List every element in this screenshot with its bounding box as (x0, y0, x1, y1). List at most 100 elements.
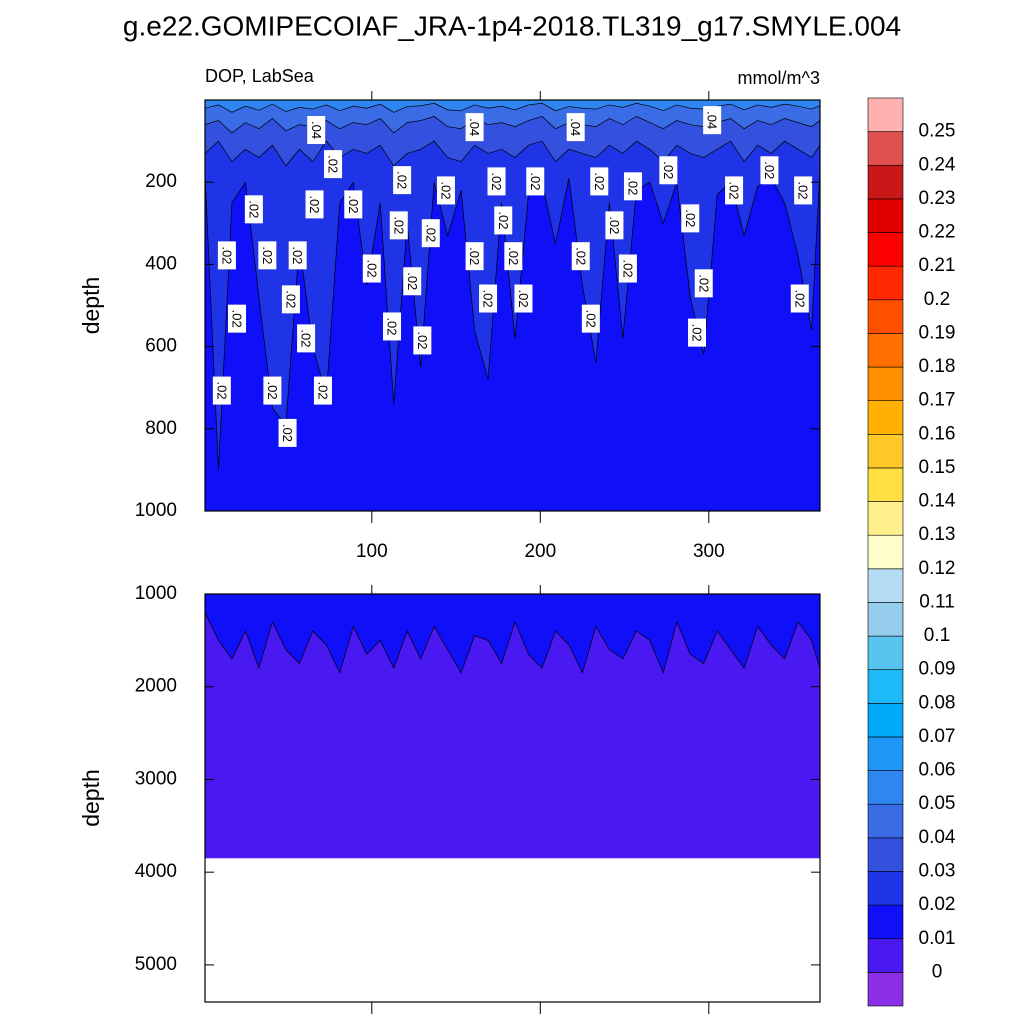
contour-label-text: .04 (467, 118, 482, 136)
colorbar-swatch (867, 635, 904, 671)
contour-label: .02 (504, 242, 523, 271)
contour-label: .02 (526, 167, 545, 196)
contour-label-text: .02 (280, 424, 295, 442)
contour-label-text: .02 (415, 331, 430, 349)
chart-title: g.e22.GOMIPECOIAF_JRA-1p4-2018.TL319_g17… (123, 10, 901, 41)
colorbar-label: 0.06 (919, 760, 956, 781)
contour-label-text: .02 (214, 382, 229, 400)
contour-label: .02 (344, 190, 363, 219)
contour-label-box (297, 324, 316, 353)
colorbar-swatch (867, 534, 904, 570)
contour-label-box (725, 176, 744, 205)
contour-label-text: .02 (683, 209, 698, 227)
contour-label-text: .02 (661, 161, 676, 179)
contour-label-box (465, 113, 484, 142)
contour-label-box (479, 284, 498, 313)
contour-label: .02 (694, 269, 713, 298)
contour-label-box (659, 156, 678, 185)
contour-label-box (590, 167, 609, 196)
contour-label-box (278, 418, 297, 447)
contour-label-box (526, 167, 545, 196)
contour-label-box (688, 318, 706, 347)
contour-label-box (618, 254, 637, 283)
y-tick-label: 1000 (135, 500, 177, 521)
contour-label: .02 (263, 376, 282, 405)
colorbar-swatch (867, 904, 904, 940)
contour-label-text: .02 (283, 290, 298, 308)
contour-label-text: .02 (391, 216, 406, 234)
colorbar-swatch (867, 333, 904, 368)
contour-label: .02 (278, 418, 297, 447)
colorbar-label: 0.04 (919, 827, 956, 848)
contour-label-text: .02 (395, 171, 410, 189)
colorbar-swatch (867, 871, 904, 906)
contour-label-text: .02 (364, 259, 379, 277)
y-tick-label: 400 (145, 253, 177, 274)
colorbar-swatch (867, 467, 904, 502)
colorbar-label: 0.25 (919, 121, 956, 142)
contour-line (205, 102, 820, 113)
panel-frame (204, 99, 821, 512)
contour-label-box (313, 376, 332, 405)
contour-label-box (623, 172, 642, 201)
colorbar-label: 0.17 (919, 390, 956, 411)
contour-label-box (487, 167, 506, 196)
contour-label-box (421, 219, 440, 248)
y-tick-label: 4000 (135, 861, 177, 882)
contour-label: .02 (688, 318, 706, 347)
contour-label-box (605, 211, 624, 240)
colorbar-label: 0.24 (919, 154, 956, 175)
contour-label-box (288, 241, 307, 270)
contour-label-box (383, 312, 402, 341)
contour-label-text: .02 (481, 289, 496, 307)
contour-label-box (258, 241, 277, 270)
contour-label-text: .02 (346, 195, 361, 213)
contour-label-text: .02 (467, 247, 482, 265)
contour-label: .02 (324, 150, 343, 179)
contour-label-text: .02 (727, 181, 742, 199)
contour-label-text: .02 (439, 181, 454, 199)
contour-label: .02 (297, 324, 316, 353)
contour-label: .02 (393, 166, 412, 195)
contour-label: .02 (618, 254, 637, 283)
contour-label: .02 (794, 176, 813, 205)
colorbar-label: 0.01 (919, 928, 956, 949)
contour-label-text: .02 (316, 382, 331, 400)
contour-label-text: .02 (405, 272, 420, 290)
y-tick-label: 600 (145, 336, 177, 357)
contour-label-text: .02 (516, 289, 531, 307)
contour-label-text: .02 (489, 172, 504, 190)
contour-label-text: .02 (423, 224, 438, 242)
colorbar-swatch (867, 433, 904, 469)
contour-label-text: .02 (573, 247, 588, 265)
colorbar-label: 0.14 (919, 491, 956, 512)
contour-label-box (324, 150, 343, 179)
contour-label-box (403, 267, 422, 296)
contour-label-box (465, 242, 484, 271)
contour-label-box (263, 376, 282, 405)
contour-label-text: .02 (506, 247, 521, 265)
contour-label: .02 (590, 167, 609, 196)
contour-label-text: .02 (219, 246, 234, 264)
contour-label: .02 (403, 267, 422, 296)
contour-label: .02 (465, 242, 484, 271)
contour-label-box (305, 190, 324, 219)
colorbar-label: 0.09 (919, 659, 956, 680)
contour-label-text: .02 (385, 317, 400, 335)
contour-label-box (228, 304, 247, 333)
contour-label-text: .02 (260, 246, 275, 264)
contour-label: .02 (681, 204, 700, 233)
contour-label-text: .02 (696, 274, 711, 292)
colorbar-swatch (867, 669, 904, 704)
contour-label: .04 (566, 113, 585, 142)
colorbar-swatch (867, 299, 904, 334)
contour-label: .02 (487, 167, 506, 196)
contour-label: .02 (212, 376, 231, 405)
colorbar-label: 0.18 (919, 356, 956, 377)
contour-label: .02 (217, 241, 236, 270)
colorbar-swatch (867, 837, 904, 872)
contour-label-box (244, 195, 263, 224)
contour-label: .02 (258, 241, 277, 270)
colorbar-label: 0.13 (919, 524, 956, 545)
